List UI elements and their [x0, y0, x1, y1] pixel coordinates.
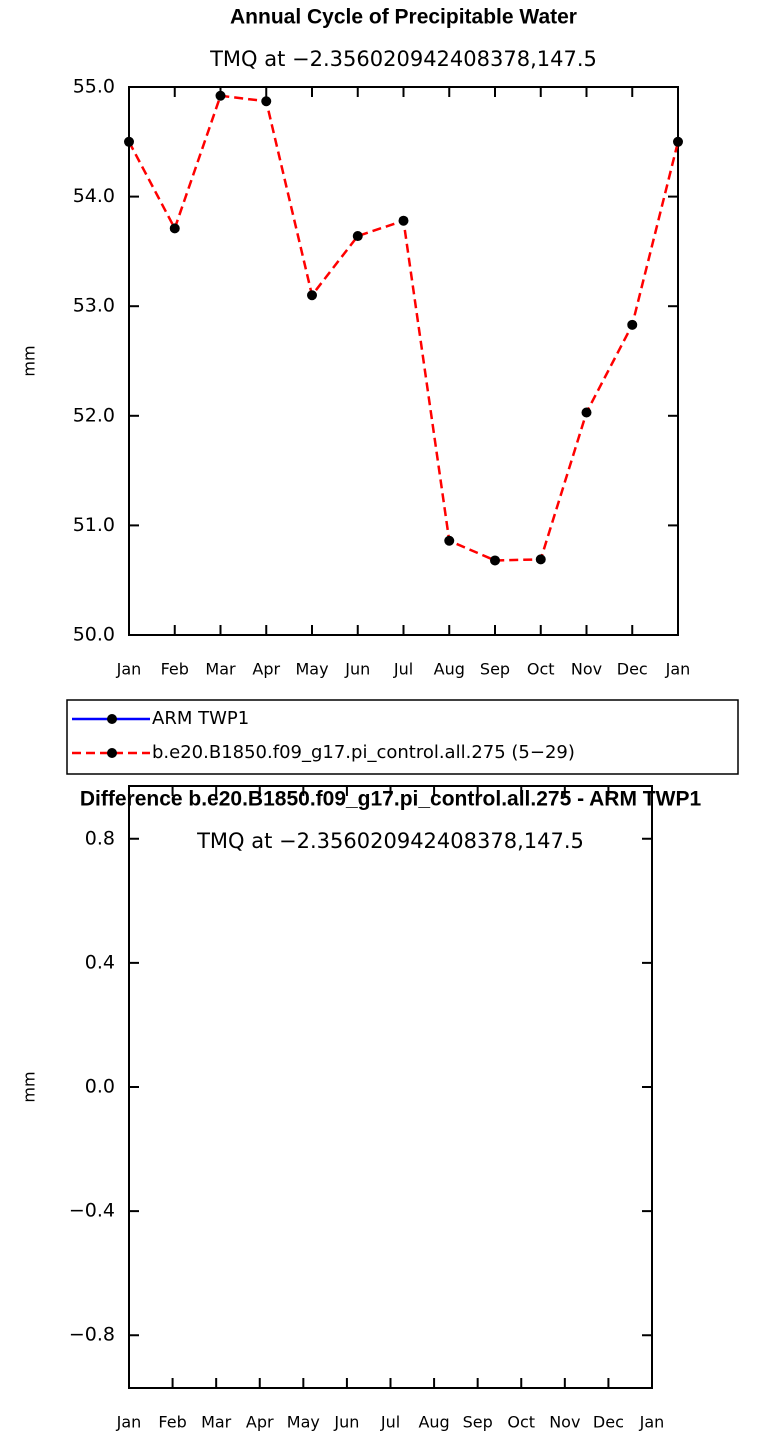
marker	[673, 136, 683, 147]
marker	[261, 96, 272, 107]
chart-title: Difference b.e20.B1850.f09_g17.pi_contro…	[80, 788, 702, 811]
x-tick-label: Oct	[507, 1413, 535, 1432]
x-tick-label: Nov	[549, 1413, 580, 1432]
marker	[169, 223, 180, 234]
y-tick-label: 52.0	[73, 404, 115, 426]
x-tick-label: Dec	[593, 1413, 624, 1432]
marker	[398, 215, 409, 226]
x-tick-label: Sep	[480, 660, 510, 679]
y-tick-label: −0.4	[69, 1200, 115, 1222]
x-tick-label: May	[287, 1413, 320, 1432]
x-tick-label: Mar	[201, 1413, 232, 1432]
y-axis-label: mm	[20, 345, 39, 376]
legend-marker	[107, 748, 117, 758]
y-axis-label: mm	[20, 1071, 39, 1102]
x-tick-label: Feb	[161, 660, 189, 679]
x-tick-label: Mar	[205, 660, 236, 679]
marker	[581, 407, 592, 418]
plot-frame	[128, 785, 653, 1389]
series-line	[127, 94, 680, 562]
marker	[490, 555, 500, 566]
x-tick-label: Apr	[246, 1413, 274, 1432]
marker	[444, 535, 455, 546]
y-tick-label: 55.0	[73, 76, 115, 98]
y-tick-label: −0.8	[69, 1324, 115, 1346]
x-tick-label: Jan	[665, 660, 691, 679]
y-tick-label: 0.0	[85, 1076, 115, 1098]
x-tick-label: Apr	[252, 660, 280, 679]
x-tick-label: Jun	[333, 1413, 359, 1432]
chart-subtitle: TMQ at −2.356020942408378,147.5	[196, 829, 584, 853]
chart-subtitle: TMQ at −2.356020942408378,147.5	[209, 47, 597, 71]
legend-label: ARM TWP1	[152, 708, 249, 729]
legend-marker	[107, 714, 117, 724]
x-tick-label: Nov	[571, 660, 602, 679]
y-tick-label: 0.4	[85, 951, 115, 973]
x-tick-label: May	[295, 660, 328, 679]
legend-label: b.e20.B1850.f09_g17.pi_control.all.275 (…	[152, 742, 575, 763]
x-tick-label: Aug	[434, 660, 465, 679]
marker	[124, 136, 134, 147]
x-tick-label: Jun	[344, 660, 370, 679]
chart-title: Annual Cycle of Precipitable Water	[230, 6, 577, 29]
x-tick-label: Jan	[116, 660, 142, 679]
marker	[627, 319, 638, 330]
x-tick-label: Aug	[418, 1413, 449, 1432]
x-tick-label: Dec	[617, 660, 648, 679]
marker	[307, 290, 317, 301]
y-tick-label: 0.8	[85, 827, 115, 849]
plot-frame	[128, 86, 679, 636]
x-tick-label: Feb	[158, 1413, 186, 1432]
y-tick-label: 54.0	[73, 185, 115, 207]
y-tick-label: 51.0	[73, 514, 115, 536]
x-tick-label: Jan	[116, 1413, 142, 1432]
marker	[352, 231, 363, 242]
y-tick-label: 53.0	[73, 295, 115, 317]
x-tick-label: Sep	[463, 1413, 493, 1432]
x-tick-label: Jan	[639, 1413, 665, 1432]
marker	[535, 554, 546, 565]
x-tick-label: Jul	[380, 1413, 400, 1432]
x-tick-label: Oct	[527, 660, 555, 679]
x-tick-label: Jul	[393, 660, 413, 679]
legend-box	[66, 699, 739, 775]
y-tick-label: 50.0	[73, 624, 115, 646]
marker	[215, 90, 226, 101]
